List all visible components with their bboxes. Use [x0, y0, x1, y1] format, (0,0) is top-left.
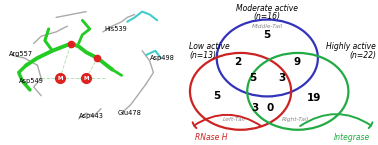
Text: 5: 5 — [264, 30, 271, 40]
Text: Asp498: Asp498 — [150, 55, 175, 61]
Text: 2: 2 — [234, 57, 241, 67]
Text: 9: 9 — [293, 57, 301, 67]
Text: (n=16): (n=16) — [254, 12, 281, 21]
Text: Left-Tail: Left-Tail — [222, 117, 245, 122]
Text: Highly active: Highly active — [326, 42, 376, 51]
Text: Asp443: Asp443 — [79, 113, 104, 119]
Text: RNase H: RNase H — [195, 133, 227, 142]
Text: Middle-Tail: Middle-Tail — [252, 24, 283, 29]
Text: Asp549: Asp549 — [19, 78, 43, 84]
Text: Right-Tail: Right-Tail — [281, 117, 308, 122]
Text: Moderate active: Moderate active — [236, 4, 298, 13]
Text: 5: 5 — [249, 73, 257, 83]
Text: His539: His539 — [105, 26, 127, 32]
Text: Arg557: Arg557 — [9, 51, 34, 57]
Text: (n=22): (n=22) — [349, 51, 376, 60]
Text: (n=13): (n=13) — [189, 51, 216, 60]
Text: 0: 0 — [266, 103, 274, 113]
Text: Integrase: Integrase — [334, 133, 370, 142]
Text: M: M — [83, 76, 89, 81]
Text: 5: 5 — [213, 91, 220, 101]
Text: Low active: Low active — [189, 42, 230, 51]
Text: Glu478: Glu478 — [118, 110, 142, 116]
Text: 3: 3 — [251, 103, 259, 113]
Text: M: M — [57, 76, 63, 81]
Text: 3: 3 — [278, 73, 285, 83]
Text: 19: 19 — [307, 93, 321, 103]
